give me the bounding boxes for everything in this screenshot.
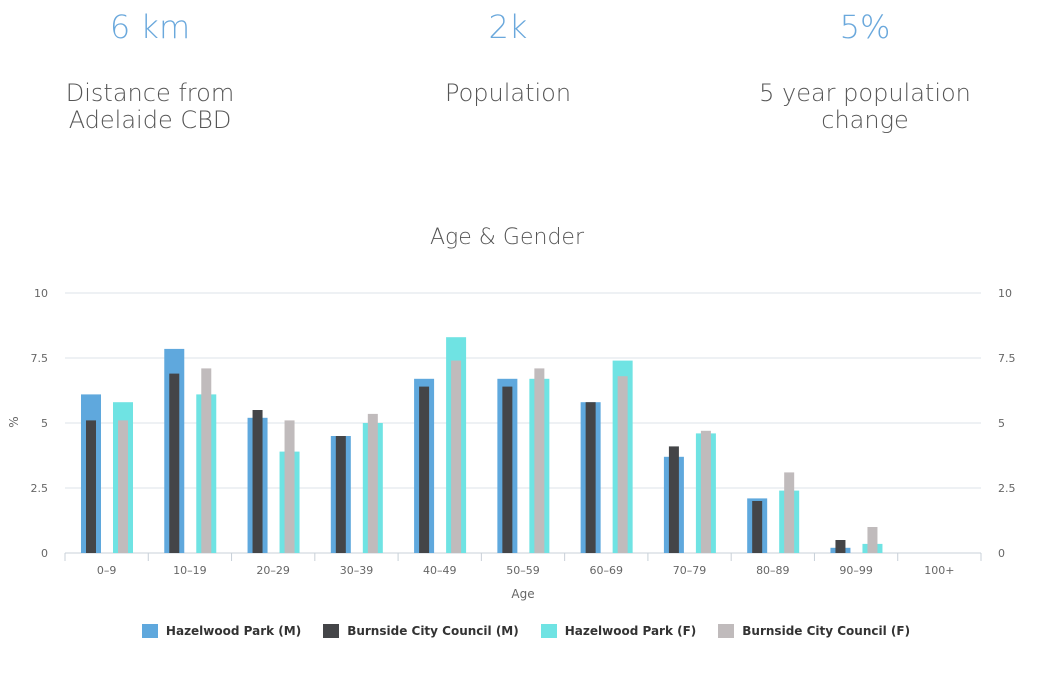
stat-distance-label: Distance from Adelaide CBD [65,79,235,134]
legend-item[interactable]: Burnside City Council (M) [323,624,519,638]
x-tick-label: 90–99 [839,564,873,577]
bar-burnside-city-council-f [784,472,795,553]
bar-burnside-city-council-m [835,540,846,553]
chart-axes: 0 0 2.5 2.5 5 5 7.5 7.5 10 10 0–9 10–19 20–29 30–39 40… [31,287,1016,577]
bar-burnside-city-council-m [585,402,596,553]
bar-burnside-city-council-f [201,368,212,553]
x-tick-label: 50–59 [506,564,540,577]
legend-label: Hazelwood Park (M) [165,624,302,638]
bar-burnside-city-council-f [534,368,545,553]
y-tick-label-left: 0 [41,547,48,560]
bar-burnside-city-council-f [617,376,628,553]
chart-legend: Hazelwood Park (M) Burnside City Council … [0,624,1052,638]
y-tick-label-left: 2.5 [31,482,49,495]
bar-burnside-city-council-m [335,436,346,553]
legend-swatch [718,624,735,638]
y-axis-label: % [7,416,21,427]
chart-bars [81,337,883,553]
legend-item[interactable]: Hazelwood Park (F) [540,624,697,638]
x-tick-label: 100+ [924,564,954,577]
bar-burnside-city-council-m [252,410,263,553]
y-tick-label-right: 7.5 [998,352,1016,365]
legend-label: Burnside City Council (F) [742,624,911,638]
y-tick-label-left: 5 [41,417,48,430]
bar-burnside-city-council-f [867,527,878,553]
y-tick-label-right: 5 [998,417,1005,430]
y-tick-label-left: 10 [34,287,48,300]
bar-burnside-city-council-f [118,420,128,553]
x-tick-label: 10–19 [173,564,207,577]
legend-swatch [141,624,158,638]
legend-swatch [540,624,557,638]
legend-label: Burnside City Council (M) [347,624,519,638]
chart-grid [65,292,981,554]
stat-population-label: Population [444,79,572,107]
stat-population-change-label: 5 year population change [759,79,971,134]
x-tick-label: 80–89 [756,564,790,577]
bar-burnside-city-council-m [86,420,96,553]
y-tick-label-right: 2.5 [998,482,1016,495]
bar-burnside-city-council-m [752,501,763,553]
stat-population-value: 2k [488,8,528,46]
x-tick-label: 40–49 [423,564,457,577]
bar-burnside-city-council-f [367,413,378,553]
x-tick-label: 20–29 [256,564,290,577]
y-tick-label-right: 10 [998,287,1012,300]
legend-swatch [323,624,340,638]
bar-burnside-city-council-m [502,386,513,553]
x-tick-label: 30–39 [340,564,374,577]
y-tick-label-left: 7.5 [31,352,49,365]
legend-item[interactable]: Hazelwood Park (M) [141,624,302,638]
bar-burnside-city-council-f [451,360,462,553]
x-tick-label: 60–69 [590,564,624,577]
legend-label: Hazelwood Park (F) [564,624,697,638]
stat-population-change-value: 5% [839,8,891,46]
bar-burnside-city-council-f [284,420,295,553]
bar-burnside-city-council-m [169,373,180,553]
bar-burnside-city-council-f [700,430,711,553]
legend-item[interactable]: Burnside City Council (F) [718,624,910,638]
chart-title: Age & Gender [430,225,585,250]
stat-distance-value: 6 km [109,8,191,46]
bar-burnside-city-council-m [668,446,679,553]
x-tick-label: 70–79 [673,564,707,577]
y-tick-label-right: 0 [998,547,1005,560]
age-gender-chart: Age & Gender 0 0 2.5 2.5 5 5 7.5 7.5 10 10 0–9 10–1… [7,225,1016,601]
x-axis-label: Age [511,587,534,601]
x-tick-label: 0–9 [97,564,117,577]
bar-burnside-city-council-m [419,386,430,553]
